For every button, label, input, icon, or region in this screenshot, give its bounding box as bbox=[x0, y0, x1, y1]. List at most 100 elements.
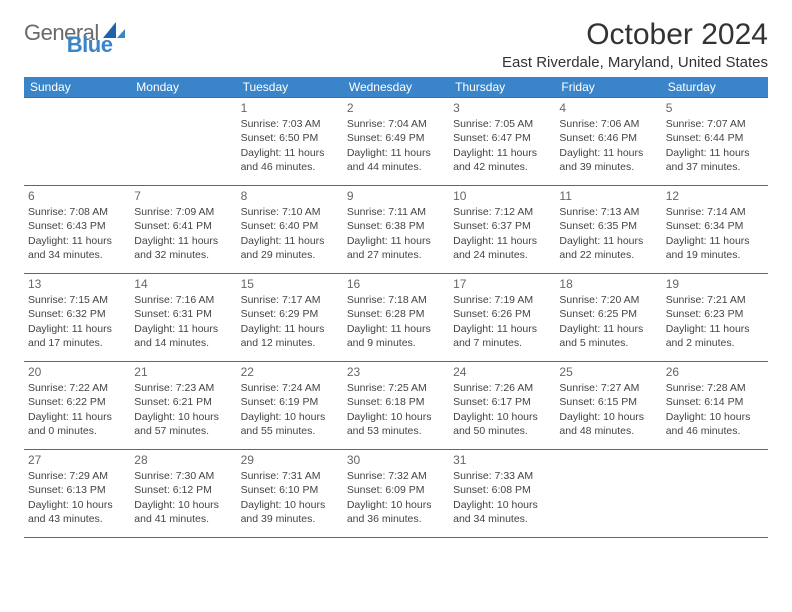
calendar-cell bbox=[24, 98, 130, 186]
day-header: Friday bbox=[555, 77, 661, 98]
sunset-text: Sunset: 6:38 PM bbox=[347, 219, 445, 233]
day-number: 6 bbox=[28, 188, 126, 204]
sunset-text: Sunset: 6:31 PM bbox=[134, 307, 232, 321]
dl1-text: Daylight: 11 hours bbox=[347, 322, 445, 336]
calendar-cell: 31Sunrise: 7:33 AMSunset: 6:08 PMDayligh… bbox=[449, 450, 555, 538]
dl2-text: and 9 minutes. bbox=[347, 336, 445, 350]
sunrise-text: Sunrise: 7:27 AM bbox=[559, 381, 657, 395]
day-number: 10 bbox=[453, 188, 551, 204]
dl1-text: Daylight: 10 hours bbox=[347, 498, 445, 512]
calendar-cell bbox=[555, 450, 661, 538]
sunrise-text: Sunrise: 7:24 AM bbox=[241, 381, 339, 395]
calendar-week: 27Sunrise: 7:29 AMSunset: 6:13 PMDayligh… bbox=[24, 450, 768, 538]
day-header: Wednesday bbox=[343, 77, 449, 98]
dl1-text: Daylight: 11 hours bbox=[347, 234, 445, 248]
day-number: 5 bbox=[666, 100, 764, 116]
dl1-text: Daylight: 11 hours bbox=[28, 234, 126, 248]
dl2-text: and 43 minutes. bbox=[28, 512, 126, 526]
sunrise-text: Sunrise: 7:06 AM bbox=[559, 117, 657, 131]
sunset-text: Sunset: 6:14 PM bbox=[666, 395, 764, 409]
day-header: Thursday bbox=[449, 77, 555, 98]
calendar-cell: 16Sunrise: 7:18 AMSunset: 6:28 PMDayligh… bbox=[343, 274, 449, 362]
sunset-text: Sunset: 6:09 PM bbox=[347, 483, 445, 497]
dl1-text: Daylight: 10 hours bbox=[134, 410, 232, 424]
day-header-row: Sunday Monday Tuesday Wednesday Thursday… bbox=[24, 77, 768, 98]
day-number: 23 bbox=[347, 364, 445, 380]
calendar-cell: 7Sunrise: 7:09 AMSunset: 6:41 PMDaylight… bbox=[130, 186, 236, 274]
sunrise-text: Sunrise: 7:05 AM bbox=[453, 117, 551, 131]
calendar-cell: 5Sunrise: 7:07 AMSunset: 6:44 PMDaylight… bbox=[662, 98, 768, 186]
day-number: 15 bbox=[241, 276, 339, 292]
dl2-text: and 46 minutes. bbox=[666, 424, 764, 438]
day-number: 8 bbox=[241, 188, 339, 204]
sunrise-text: Sunrise: 7:23 AM bbox=[134, 381, 232, 395]
day-number: 18 bbox=[559, 276, 657, 292]
day-number: 21 bbox=[134, 364, 232, 380]
calendar-cell: 29Sunrise: 7:31 AMSunset: 6:10 PMDayligh… bbox=[237, 450, 343, 538]
sunset-text: Sunset: 6:35 PM bbox=[559, 219, 657, 233]
day-number: 19 bbox=[666, 276, 764, 292]
day-header: Monday bbox=[130, 77, 236, 98]
dl2-text: and 29 minutes. bbox=[241, 248, 339, 262]
dl2-text: and 37 minutes. bbox=[666, 160, 764, 174]
day-number: 12 bbox=[666, 188, 764, 204]
calendar-table: Sunday Monday Tuesday Wednesday Thursday… bbox=[24, 77, 768, 538]
dl2-text: and 14 minutes. bbox=[134, 336, 232, 350]
calendar-cell: 26Sunrise: 7:28 AMSunset: 6:14 PMDayligh… bbox=[662, 362, 768, 450]
dl1-text: Daylight: 11 hours bbox=[241, 146, 339, 160]
calendar-cell: 3Sunrise: 7:05 AMSunset: 6:47 PMDaylight… bbox=[449, 98, 555, 186]
day-number: 30 bbox=[347, 452, 445, 468]
day-number: 2 bbox=[347, 100, 445, 116]
dl1-text: Daylight: 11 hours bbox=[453, 322, 551, 336]
location: East Riverdale, Maryland, United States bbox=[502, 54, 768, 71]
calendar-cell: 14Sunrise: 7:16 AMSunset: 6:31 PMDayligh… bbox=[130, 274, 236, 362]
dl1-text: Daylight: 10 hours bbox=[134, 498, 232, 512]
dl2-text: and 7 minutes. bbox=[453, 336, 551, 350]
dl1-text: Daylight: 11 hours bbox=[28, 322, 126, 336]
sunset-text: Sunset: 6:49 PM bbox=[347, 131, 445, 145]
sunset-text: Sunset: 6:15 PM bbox=[559, 395, 657, 409]
sunrise-text: Sunrise: 7:08 AM bbox=[28, 205, 126, 219]
calendar-cell: 24Sunrise: 7:26 AMSunset: 6:17 PMDayligh… bbox=[449, 362, 555, 450]
dl1-text: Daylight: 11 hours bbox=[666, 234, 764, 248]
dl2-text: and 50 minutes. bbox=[453, 424, 551, 438]
calendar-cell: 15Sunrise: 7:17 AMSunset: 6:29 PMDayligh… bbox=[237, 274, 343, 362]
dl1-text: Daylight: 11 hours bbox=[559, 322, 657, 336]
dl2-text: and 32 minutes. bbox=[134, 248, 232, 262]
day-number: 4 bbox=[559, 100, 657, 116]
dl1-text: Daylight: 10 hours bbox=[453, 410, 551, 424]
sunrise-text: Sunrise: 7:11 AM bbox=[347, 205, 445, 219]
sunrise-text: Sunrise: 7:14 AM bbox=[666, 205, 764, 219]
calendar-cell: 23Sunrise: 7:25 AMSunset: 6:18 PMDayligh… bbox=[343, 362, 449, 450]
calendar-cell: 4Sunrise: 7:06 AMSunset: 6:46 PMDaylight… bbox=[555, 98, 661, 186]
dl2-text: and 24 minutes. bbox=[453, 248, 551, 262]
dl2-text: and 36 minutes. bbox=[347, 512, 445, 526]
day-number: 11 bbox=[559, 188, 657, 204]
sunset-text: Sunset: 6:10 PM bbox=[241, 483, 339, 497]
day-number: 13 bbox=[28, 276, 126, 292]
day-header: Tuesday bbox=[237, 77, 343, 98]
sunset-text: Sunset: 6:28 PM bbox=[347, 307, 445, 321]
day-number: 26 bbox=[666, 364, 764, 380]
dl2-text: and 39 minutes. bbox=[241, 512, 339, 526]
sunrise-text: Sunrise: 7:13 AM bbox=[559, 205, 657, 219]
sunrise-text: Sunrise: 7:22 AM bbox=[28, 381, 126, 395]
sunrise-text: Sunrise: 7:20 AM bbox=[559, 293, 657, 307]
sunrise-text: Sunrise: 7:10 AM bbox=[241, 205, 339, 219]
sunset-text: Sunset: 6:23 PM bbox=[666, 307, 764, 321]
calendar-cell: 2Sunrise: 7:04 AMSunset: 6:49 PMDaylight… bbox=[343, 98, 449, 186]
dl1-text: Daylight: 11 hours bbox=[559, 146, 657, 160]
sunrise-text: Sunrise: 7:18 AM bbox=[347, 293, 445, 307]
dl2-text: and 34 minutes. bbox=[453, 512, 551, 526]
sunset-text: Sunset: 6:34 PM bbox=[666, 219, 764, 233]
logo: General Blue bbox=[24, 20, 172, 46]
sunset-text: Sunset: 6:22 PM bbox=[28, 395, 126, 409]
sunrise-text: Sunrise: 7:21 AM bbox=[666, 293, 764, 307]
sunrise-text: Sunrise: 7:26 AM bbox=[453, 381, 551, 395]
dl1-text: Daylight: 11 hours bbox=[28, 410, 126, 424]
calendar-week: 13Sunrise: 7:15 AMSunset: 6:32 PMDayligh… bbox=[24, 274, 768, 362]
day-number: 31 bbox=[453, 452, 551, 468]
sunrise-text: Sunrise: 7:25 AM bbox=[347, 381, 445, 395]
logo-blue: Blue bbox=[67, 32, 113, 57]
dl2-text: and 41 minutes. bbox=[134, 512, 232, 526]
